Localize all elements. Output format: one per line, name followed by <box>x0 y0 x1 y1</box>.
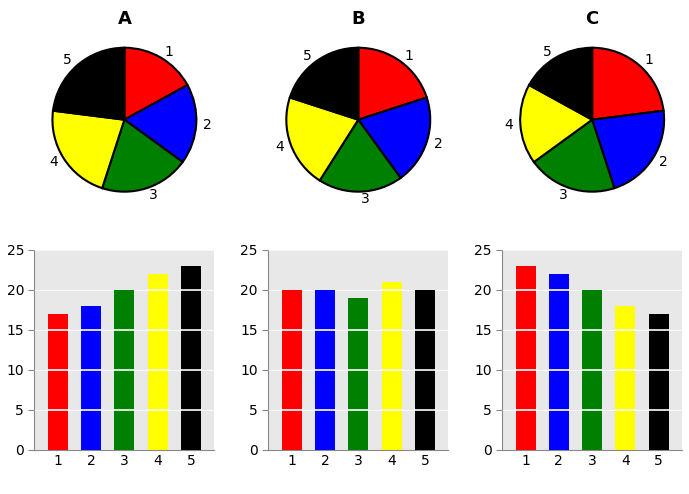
Wedge shape <box>358 48 426 120</box>
Wedge shape <box>287 97 358 180</box>
Wedge shape <box>53 48 125 120</box>
Bar <box>415 289 435 450</box>
Bar <box>181 266 201 450</box>
Text: 5: 5 <box>63 53 72 67</box>
Bar <box>649 314 669 450</box>
Wedge shape <box>125 85 196 162</box>
Wedge shape <box>102 120 183 192</box>
Title: C: C <box>586 10 599 28</box>
Bar <box>315 289 335 450</box>
Bar <box>582 289 602 450</box>
Wedge shape <box>592 111 664 188</box>
Wedge shape <box>534 120 615 192</box>
Wedge shape <box>592 48 664 120</box>
Text: 4: 4 <box>504 118 513 132</box>
Text: 3: 3 <box>559 188 568 202</box>
Bar <box>515 266 535 450</box>
Bar <box>348 297 369 450</box>
Bar <box>282 289 302 450</box>
Text: 2: 2 <box>433 137 442 151</box>
Bar <box>549 274 569 450</box>
Wedge shape <box>358 97 430 178</box>
Bar <box>48 314 68 450</box>
Text: 3: 3 <box>361 192 369 206</box>
Bar <box>615 306 635 450</box>
Wedge shape <box>529 48 592 120</box>
Bar <box>382 282 402 450</box>
Text: 1: 1 <box>165 44 174 59</box>
Text: 4: 4 <box>49 155 58 169</box>
Wedge shape <box>320 120 400 192</box>
Bar <box>114 289 134 450</box>
Text: 1: 1 <box>405 49 413 63</box>
Wedge shape <box>125 48 187 120</box>
Wedge shape <box>520 85 592 162</box>
Text: 5: 5 <box>303 49 311 63</box>
Bar <box>147 274 167 450</box>
Text: 2: 2 <box>659 155 668 169</box>
Bar <box>81 306 101 450</box>
Text: 5: 5 <box>543 44 552 59</box>
Wedge shape <box>52 111 125 188</box>
Text: 1: 1 <box>644 53 653 67</box>
Text: 3: 3 <box>149 188 158 202</box>
Text: 4: 4 <box>275 139 284 154</box>
Title: A: A <box>117 10 132 28</box>
Wedge shape <box>290 48 358 120</box>
Title: B: B <box>351 10 365 28</box>
Text: 2: 2 <box>203 118 212 132</box>
